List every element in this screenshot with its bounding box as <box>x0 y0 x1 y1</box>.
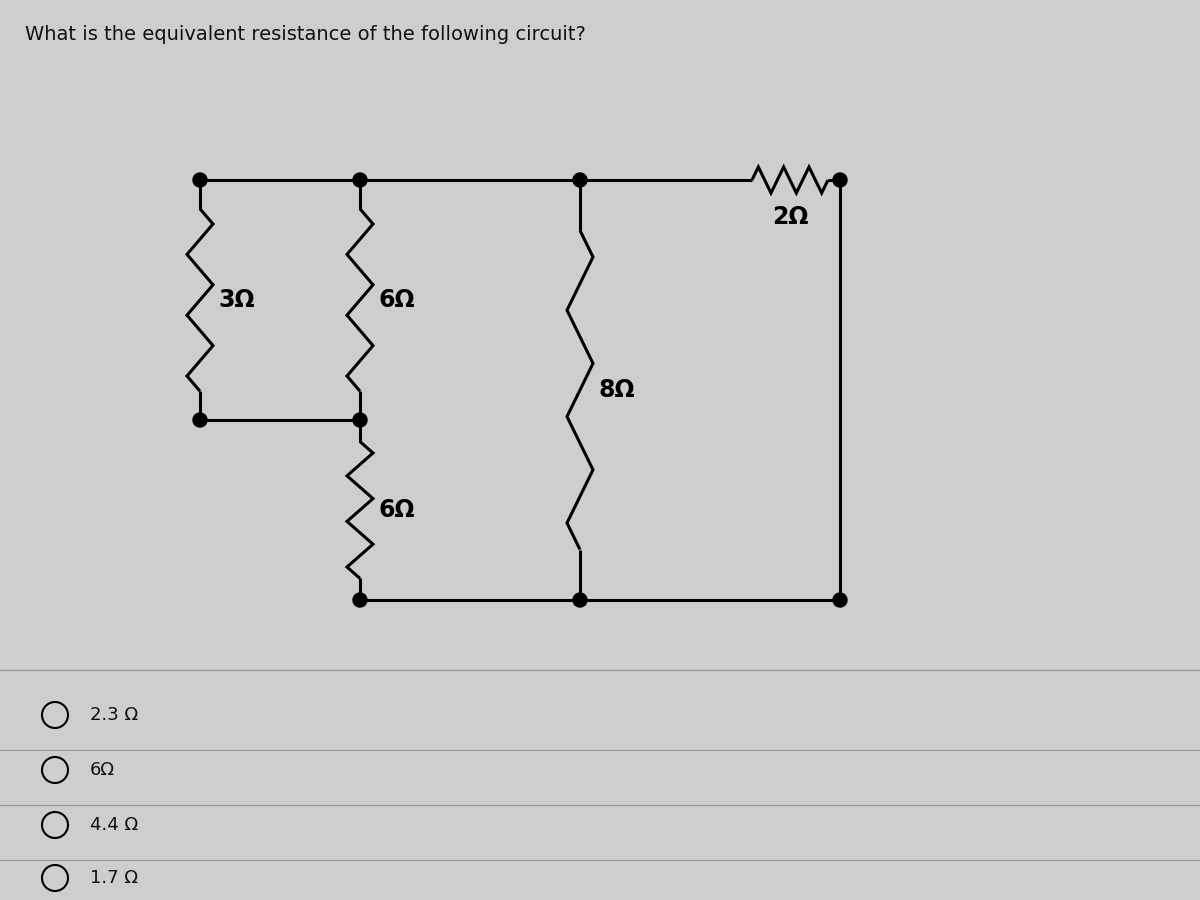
Text: 6Ω: 6Ω <box>378 288 414 312</box>
Circle shape <box>353 593 367 607</box>
Circle shape <box>193 413 208 427</box>
Text: 6Ω: 6Ω <box>378 498 414 522</box>
Circle shape <box>193 173 208 187</box>
Text: 1.7 Ω: 1.7 Ω <box>90 869 138 887</box>
Circle shape <box>833 173 847 187</box>
Text: What is the equivalent resistance of the following circuit?: What is the equivalent resistance of the… <box>25 25 586 44</box>
Text: 6Ω: 6Ω <box>90 761 115 779</box>
Circle shape <box>574 173 587 187</box>
Text: 3Ω: 3Ω <box>218 288 254 312</box>
Circle shape <box>353 413 367 427</box>
Text: 4.4 Ω: 4.4 Ω <box>90 816 138 834</box>
Text: 8Ω: 8Ω <box>598 378 635 402</box>
Circle shape <box>353 173 367 187</box>
Text: 2Ω: 2Ω <box>772 205 808 229</box>
Circle shape <box>833 593 847 607</box>
Text: 2.3 Ω: 2.3 Ω <box>90 706 138 724</box>
Circle shape <box>574 593 587 607</box>
